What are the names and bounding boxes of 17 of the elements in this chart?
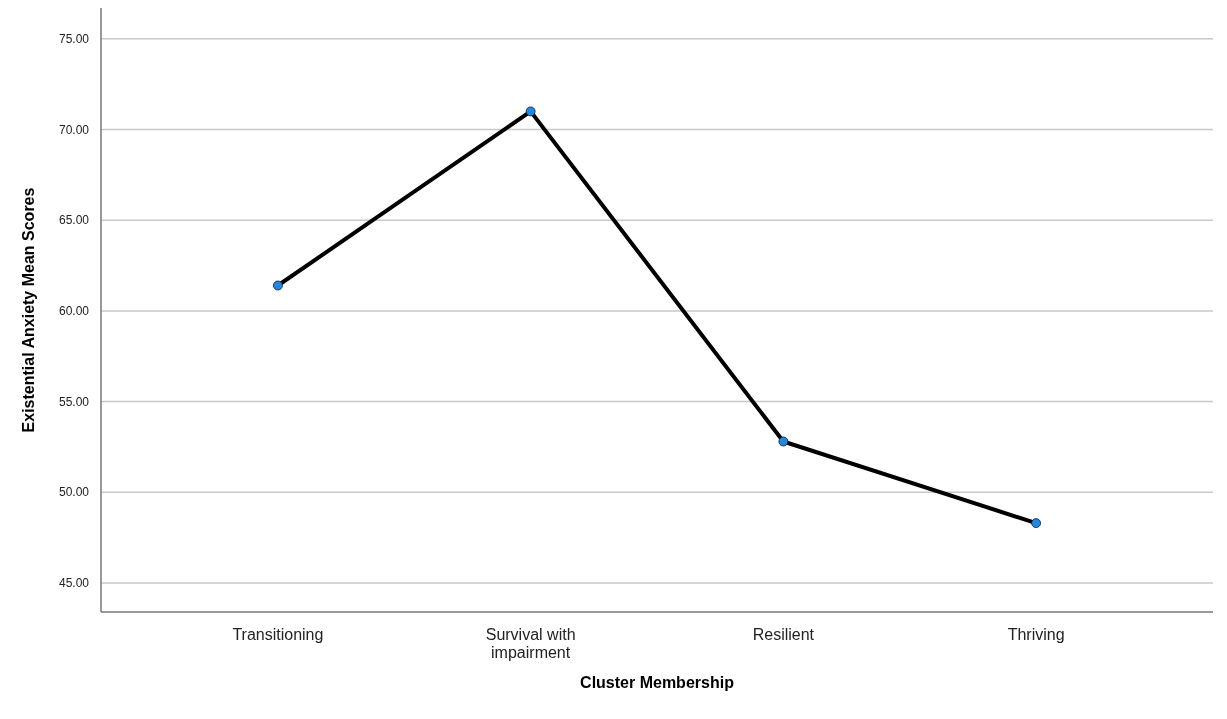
y-tick-label: 60.00: [58, 304, 90, 319]
point: [525, 106, 536, 117]
point: [778, 436, 789, 447]
x-tick-label: Transitioning: [232, 626, 324, 643]
point: [1031, 518, 1041, 529]
y-tick-label: 45.00: [58, 576, 90, 591]
y-tick-label: 55.00: [58, 394, 90, 409]
y-axis-title: Existential Anxiety Mean Scores: [20, 187, 37, 433]
x-tick-label: Survival with impairment: [485, 626, 576, 661]
x-tick-label: Thriving: [1007, 626, 1065, 643]
y-tick-label: 50.00: [58, 485, 90, 500]
y-tick-label: 65.00: [58, 213, 90, 228]
x-axis-title: Cluster Membership: [580, 674, 735, 691]
y-tick-label: 70.00: [58, 122, 90, 137]
x-tick-label: Resilient: [752, 626, 815, 643]
y-tick-label: 75.00: [58, 32, 90, 47]
point: [273, 280, 283, 291]
